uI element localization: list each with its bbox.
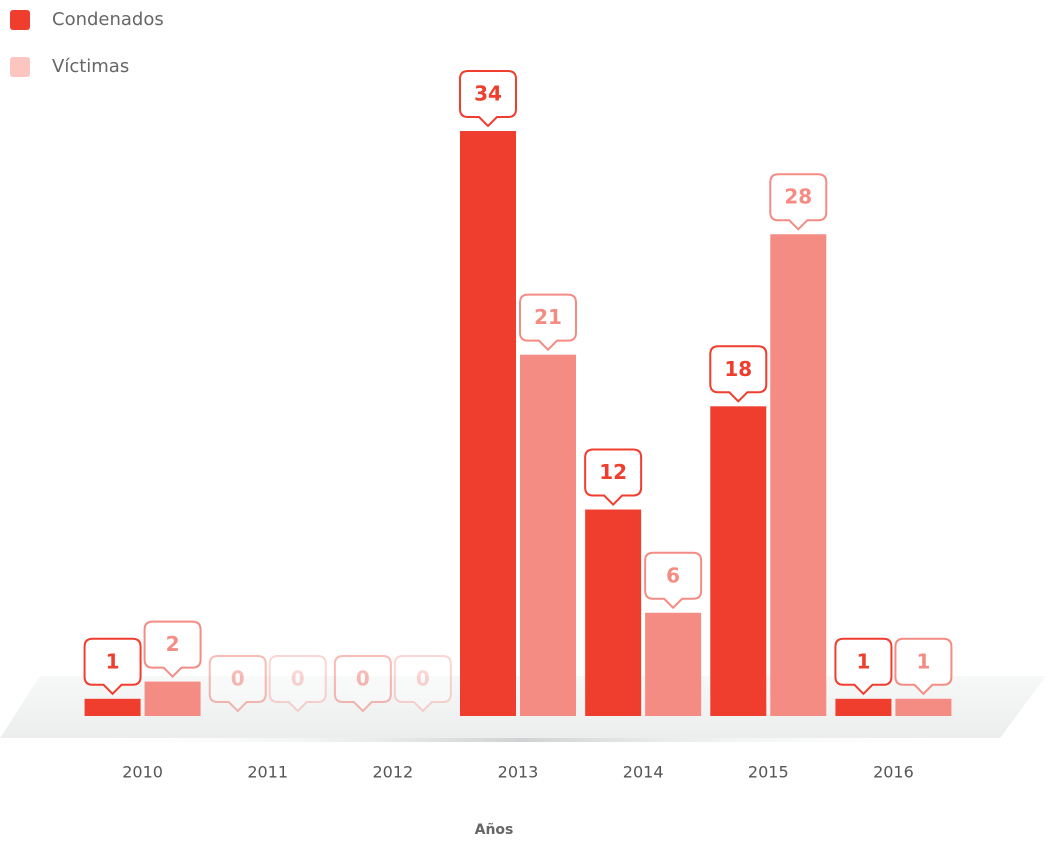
bar (710, 406, 767, 716)
legend-swatch (10, 57, 30, 77)
x-tick-label: 2010 (122, 763, 163, 782)
x-tick-label: 2011 (247, 763, 288, 782)
bar (460, 131, 516, 716)
data-label: 1 (834, 637, 893, 696)
bar (645, 612, 702, 716)
data-label: 1 (894, 637, 953, 696)
data-label: 0 (268, 655, 327, 713)
data-label: 34 (459, 70, 517, 128)
data-label-text: 28 (784, 185, 812, 209)
data-label-text: 2 (166, 632, 180, 656)
data-label: 0 (333, 655, 392, 713)
label-bubble (333, 655, 392, 713)
data-label: 1 (83, 637, 142, 696)
bar (84, 698, 141, 716)
label-bubble (834, 637, 893, 696)
data-label-text: 6 (666, 563, 680, 587)
label-bubble (459, 70, 517, 128)
data-label-text: 34 (474, 82, 502, 106)
data-label: 12 (584, 448, 643, 506)
label-bubble (644, 551, 703, 610)
bar (585, 509, 642, 716)
data-label: 0 (393, 655, 452, 713)
floor-shadow (80, 738, 960, 742)
bar (770, 234, 827, 716)
data-label: 28 (769, 173, 828, 231)
bar (520, 354, 576, 716)
data-label-text: 12 (599, 460, 627, 484)
x-tick-label: 2014 (623, 763, 664, 782)
label-bubble (268, 655, 327, 713)
data-label-text: 1 (106, 649, 120, 673)
label-bubble (83, 637, 142, 696)
data-label-text: 18 (724, 357, 752, 381)
data-label-text: 0 (231, 667, 245, 691)
label-bubble (143, 620, 202, 679)
x-tick-label: 2013 (498, 763, 539, 782)
data-label: 2 (143, 620, 202, 679)
data-label-text: 0 (416, 667, 430, 691)
x-tick-label: 2012 (372, 763, 413, 782)
data-label: 21 (519, 293, 577, 352)
label-bubble (584, 448, 643, 506)
x-tick-label: 2016 (873, 763, 914, 782)
data-label-text: 0 (356, 667, 370, 691)
bar (144, 681, 201, 716)
legend-label: Víctimas (52, 56, 129, 77)
label-bubble (519, 293, 577, 352)
legend-label: Condenados (52, 9, 164, 30)
data-label-text: 1 (916, 649, 930, 673)
legend-swatch (10, 10, 30, 30)
x-tick-label: 2015 (748, 763, 789, 782)
data-label: 18 (709, 345, 768, 403)
label-bubble (393, 655, 452, 713)
data-label-text: 21 (534, 305, 562, 329)
label-bubble (208, 655, 267, 713)
label-bubble (709, 345, 768, 403)
data-label: 6 (644, 551, 703, 610)
data-label: 0 (208, 655, 267, 713)
data-label-text: 1 (856, 649, 870, 673)
x-axis-label: Años (475, 822, 514, 838)
label-bubble (894, 637, 953, 696)
label-bubble (769, 173, 828, 231)
bar (835, 698, 892, 716)
data-label-text: 0 (291, 667, 305, 691)
bar (895, 698, 952, 716)
